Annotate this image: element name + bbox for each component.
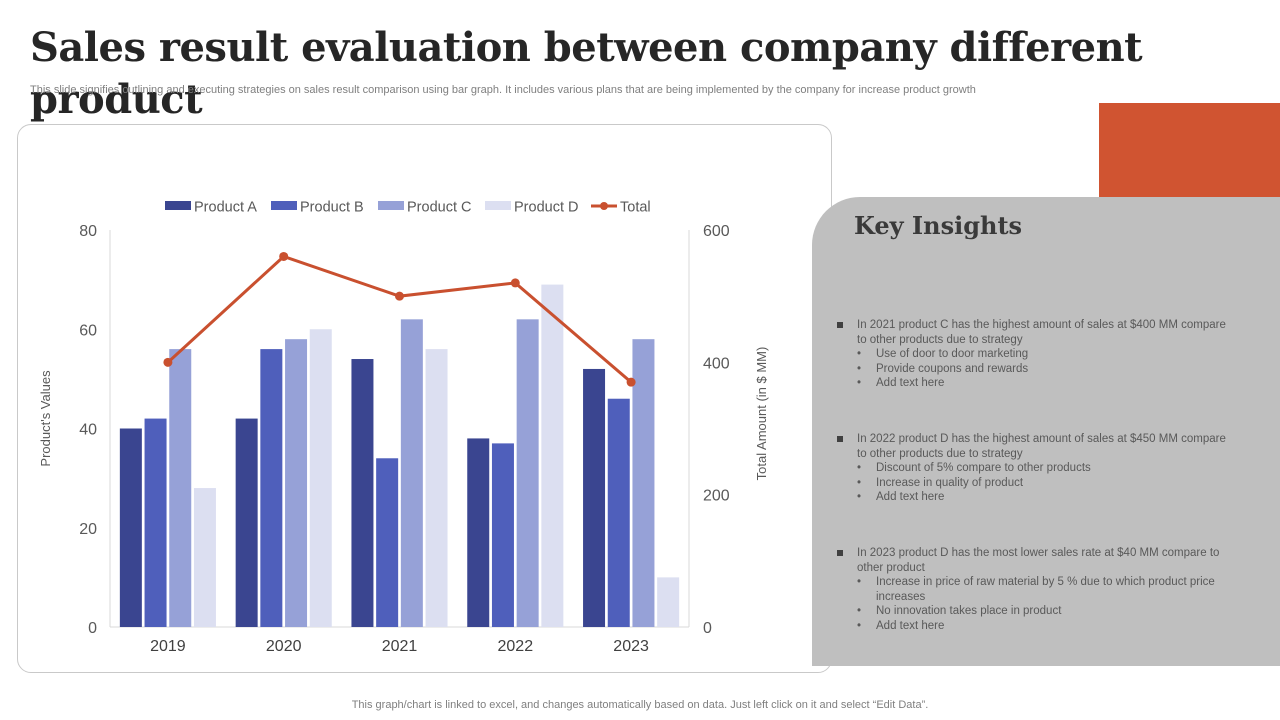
bar-product-c-2023	[632, 339, 655, 627]
legend-label: Product D	[514, 200, 578, 216]
insight-bullet: Add text here	[857, 376, 1236, 391]
total-point-2023	[626, 377, 636, 387]
bar-product-a-2019	[119, 428, 142, 627]
insight-bullet: Discount of 5% compare to other products	[857, 461, 1236, 476]
y-tick-label-left: 60	[79, 322, 97, 339]
x-tick-label: 2020	[266, 638, 302, 655]
bar-product-b-2021	[376, 458, 399, 627]
total-point-2020	[279, 251, 289, 261]
bar-product-a-2020	[235, 418, 258, 627]
total-point-2021	[395, 291, 404, 301]
y-tick-label-right: 400	[703, 355, 730, 372]
bar-product-c-2022	[516, 319, 539, 627]
page-subtitle: This slide signifies outlining and execu…	[30, 84, 976, 96]
y-tick-label-right: 600	[703, 223, 730, 240]
bar-product-a-2021	[351, 359, 374, 627]
legend-swatch-product-b	[271, 201, 297, 210]
x-tick-label: 2023	[613, 638, 649, 655]
bar-product-a-2023	[583, 368, 606, 627]
legend-label: Product A	[194, 200, 257, 216]
insight-bullet: Use of door to door marketing	[857, 347, 1236, 362]
legend-label: Total	[620, 200, 651, 216]
y-tick-label-left: 80	[79, 223, 97, 240]
total-point-2022	[510, 278, 520, 288]
insight-text: In 2023 product D has the most lower sal…	[836, 546, 1236, 575]
legend-label: Product B	[300, 200, 364, 216]
x-tick-label: 2022	[498, 638, 534, 655]
legend-swatch-product-a	[165, 201, 191, 210]
insight-bullet: Add text here	[857, 490, 1236, 505]
insight-bullet: Provide coupons and rewards	[857, 362, 1236, 377]
insight-bullet: Add text here	[857, 619, 1236, 634]
y-tick-label-right: 0	[703, 620, 712, 637]
bar-product-d-2019	[193, 488, 216, 627]
bar-product-d-2022	[541, 284, 564, 627]
bar-product-d-2021	[425, 349, 448, 627]
bar-product-d-2023	[657, 577, 680, 627]
bar-product-c-2019	[169, 349, 192, 627]
insight-bullet: Increase in quality of product	[857, 476, 1236, 491]
insight-block-2022: In 2022 product D has the highest amount…	[836, 432, 1236, 505]
insight-text: In 2022 product D has the highest amount…	[836, 432, 1236, 461]
y-tick-label-right: 200	[703, 488, 730, 505]
bar-product-c-2020	[285, 339, 308, 627]
insight-block-2023: In 2023 product D has the most lower sal…	[836, 546, 1236, 633]
y-axis-title-right: Total Amount (in $ MM)	[754, 347, 769, 481]
bar-product-b-2022	[491, 443, 514, 627]
bar-line-chart[interactable]: 0 20 40 60 80 0 200 400 600 Product's Values Total…	[0, 0, 835, 680]
legend-label: Product C	[407, 200, 471, 216]
bar-product-c-2021	[400, 319, 423, 627]
x-tick-label: 2021	[382, 638, 418, 655]
bar-product-b-2019	[144, 418, 167, 627]
legend-swatch-product-d	[485, 201, 511, 210]
y-tick-label-left: 0	[88, 620, 97, 637]
insight-text: In 2021 product C has the highest amount…	[836, 318, 1236, 347]
bar-product-d-2020	[309, 329, 332, 627]
y-tick-label-left: 40	[79, 422, 97, 439]
legend-swatch-total-marker	[600, 202, 608, 210]
insight-block-2021: In 2021 product C has the highest amount…	[836, 318, 1236, 391]
x-tick-label: 2019	[150, 638, 186, 655]
page-title: Sales result evaluation between company …	[30, 24, 1143, 123]
bar-product-b-2020	[260, 349, 283, 627]
footer-note: This graph/chart is linked to excel, and…	[351, 699, 929, 711]
total-point-2019	[163, 357, 173, 367]
y-tick-label-left: 20	[79, 521, 97, 538]
insights-title: Key Insights	[854, 211, 1023, 240]
bar-product-a-2022	[467, 438, 490, 627]
bar-product-b-2023	[607, 398, 630, 627]
legend-swatch-product-c	[378, 201, 404, 210]
insight-bullet: No innovation takes place in product	[857, 604, 1236, 619]
y-axis-title-left: Product's Values	[38, 370, 53, 467]
insight-bullet: Increase in price of raw material by 5 %…	[857, 575, 1236, 604]
